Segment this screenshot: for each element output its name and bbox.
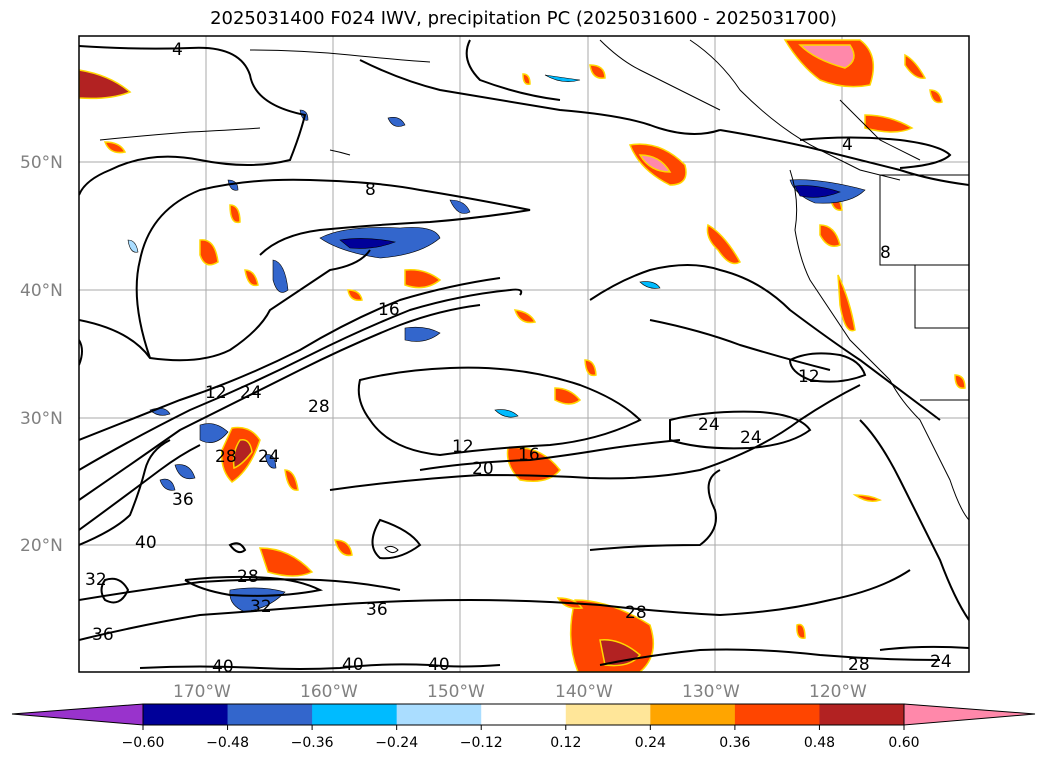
lat-label: 30°N [20,409,63,429]
colorbar-extend-high [903,703,1036,726]
contour-label: 28 [215,447,237,467]
contour-label: 36 [172,490,194,510]
contour-label: 12 [452,437,474,457]
contour-label: 24 [258,447,280,467]
colorbar-segment [312,704,398,725]
colorbar-segment [481,704,567,725]
colorbar-tick-label: −0.36 [291,735,334,751]
contour-label: 16 [518,445,540,465]
colorbar-tick-label: −0.60 [122,735,165,751]
contour-label: 36 [92,625,114,645]
colorbar-tick-label: 0.60 [888,735,919,751]
colorbar-segment [650,704,736,725]
contour-label: 40 [212,657,234,677]
precip-negative [127,74,866,613]
colorbar-segments [142,703,905,726]
colorbar-segment [396,704,482,725]
contour-label: 28 [308,397,330,417]
contour-label: 4 [172,40,183,60]
lon-label: 160°W [300,682,358,702]
contour-label: 24 [698,415,720,435]
contour-label: 12 [798,367,820,387]
colorbar-tick-label: −0.48 [206,735,249,751]
colorbar-tick-label: 0.12 [550,735,581,751]
contour-label: 28 [625,603,647,623]
colorbar-segment [227,704,313,725]
coastlines [99,39,969,554]
lat-label: 20°N [20,536,63,556]
contour-label: 24 [740,428,762,448]
colorbar-ticks: −0.60 −0.48 −0.36 −0.24 −0.12 0.12 0.24 0.36 0.4… [122,725,920,751]
colorbar-segment [819,704,905,725]
contour-label: 32 [85,570,107,590]
lon-label: 120°W [809,682,867,702]
contour-label: 20 [472,459,494,479]
colorbar-segment [565,704,651,725]
lon-label: 150°W [427,682,485,702]
lat-label: 40°N [20,281,63,301]
latitude-labels: 50°N 40°N 30°N 20°N [20,153,63,556]
contour-label: 12 [205,383,227,403]
contour-label: 24 [930,652,952,672]
lon-label: 170°W [173,682,231,702]
contour-label: 4 [842,135,853,155]
colorbar-extend-low [11,703,144,726]
contour-labels: 4 4 8 8 12 12 12 16 16 20 24 24 24 24 28… [85,40,952,677]
colorbar-tick-label: 0.48 [804,735,835,751]
contour-label: 8 [365,180,376,200]
colorbar: −0.60 −0.48 −0.36 −0.24 −0.12 0.12 0.24 0.36 0.4… [11,703,1036,751]
lon-label: 140°W [555,682,613,702]
contour-label: 36 [366,600,388,620]
colorbar-segment [734,704,820,725]
contour-label: 32 [250,597,272,617]
longitude-labels: 170°W 160°W 150°W 140°W 130°W 120°W [173,682,867,702]
lon-label: 130°W [682,682,740,702]
colorbar-tick-label: −0.12 [460,735,503,751]
contour-label: 40 [135,533,157,553]
contour-label: 40 [342,655,364,675]
contour-label: 40 [428,655,450,675]
contour-label: 28 [237,567,259,587]
lat-label: 50°N [20,153,63,173]
contour-label: 8 [880,243,891,263]
iwv-contours [79,39,969,670]
colorbar-segment [143,704,229,725]
map-title: 2025031400 F024 IWV, precipitation PC (2… [210,8,837,29]
colorbar-tick-label: 0.36 [719,735,750,751]
precip-positive [79,39,966,672]
contour-label: 24 [240,383,262,403]
colorbar-tick-label: −0.24 [375,735,418,751]
colorbar-tick-label: 0.24 [635,735,666,751]
contour-label: 16 [378,300,400,320]
map-frame [78,35,970,673]
contour-label: 28 [848,655,870,675]
